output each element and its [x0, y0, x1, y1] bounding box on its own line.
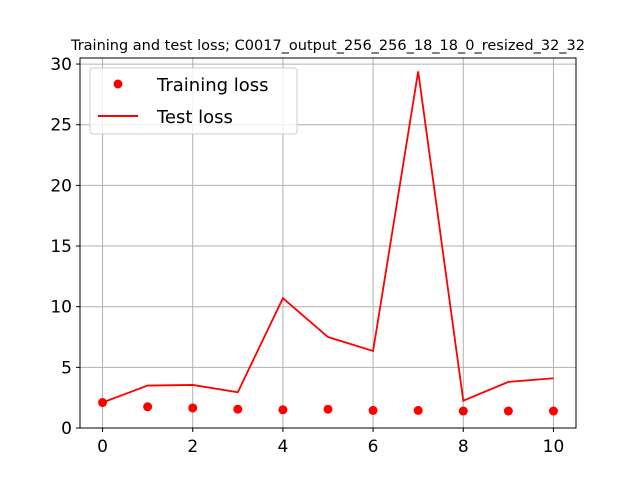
legend: Training loss Test loss	[89, 67, 298, 135]
data-point-training-loss	[413, 405, 423, 415]
data-point-training-loss	[503, 406, 513, 416]
data-point-training-loss	[233, 404, 243, 414]
x-tick-label: 10	[543, 437, 565, 457]
plot-frame	[79, 57, 577, 429]
data-point-training-loss	[323, 404, 333, 414]
data-point-training-loss	[458, 406, 468, 416]
data-point-training-loss	[548, 406, 558, 416]
legend-box	[89, 67, 298, 135]
series-layer	[98, 71, 558, 416]
data-point-training-loss	[188, 403, 198, 413]
axis-ticks: 0 2 4 6 8 10 0 5 10 15 20 25 30	[50, 55, 564, 457]
x-tick-label: 0	[97, 437, 108, 457]
y-tick-label: 20	[50, 176, 72, 196]
x-tick-label: 4	[277, 437, 288, 457]
y-tick-label: 0	[61, 419, 72, 439]
x-tick-label: 8	[458, 437, 469, 457]
legend-label-test-loss: Test loss	[156, 107, 233, 128]
y-tick-label: 30	[50, 55, 72, 75]
data-point-training-loss	[278, 405, 288, 415]
y-tick-label: 15	[50, 237, 72, 257]
x-tick-label: 6	[368, 437, 379, 457]
series-line-test-loss	[102, 71, 554, 404]
data-point-training-loss	[368, 405, 378, 415]
legend-marker-training-loss	[113, 79, 123, 89]
chart-title: Training and test loss; C0017_output_256…	[70, 38, 585, 54]
data-point-training-loss	[143, 402, 153, 412]
y-tick-label: 5	[61, 358, 72, 378]
y-tick-label: 25	[50, 116, 72, 136]
x-tick-label: 2	[187, 437, 198, 457]
y-tick-label: 10	[50, 298, 72, 318]
legend-label-training-loss: Training loss	[156, 75, 269, 96]
